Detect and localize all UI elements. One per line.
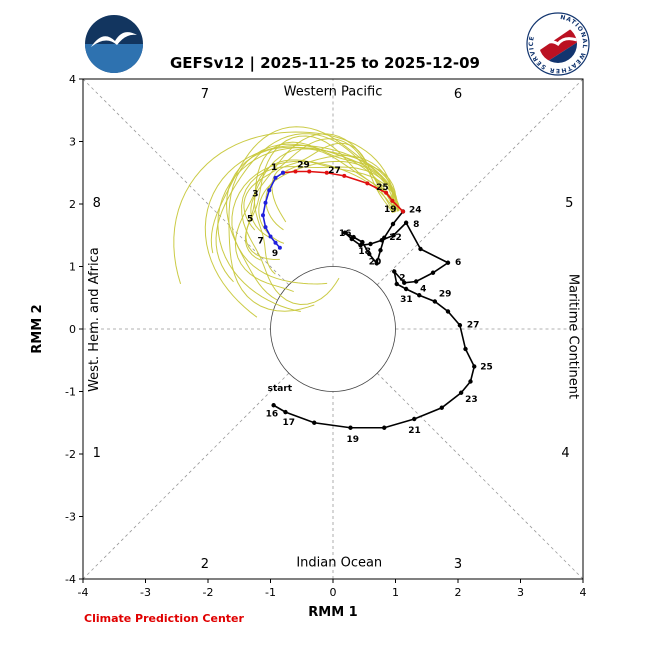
svg-text:6: 6 [454, 87, 462, 102]
svg-text:RMM 2: RMM 2 [30, 304, 45, 353]
svg-text:16: 16 [266, 409, 279, 419]
svg-text:-3: -3 [140, 586, 151, 599]
svg-text:1: 1 [271, 163, 277, 173]
noaa-logo [85, 15, 143, 73]
svg-text:West. Hem. and Africa: West. Hem. and Africa [87, 247, 102, 392]
svg-text:29: 29 [439, 290, 452, 300]
svg-text:7: 7 [258, 237, 264, 247]
svg-text:2: 2 [399, 274, 405, 284]
svg-text:25: 25 [376, 183, 389, 193]
svg-text:17: 17 [283, 418, 296, 428]
svg-text:27: 27 [467, 320, 480, 330]
svg-text:7: 7 [201, 87, 209, 102]
svg-text:3: 3 [252, 189, 258, 199]
svg-text:31: 31 [400, 295, 413, 305]
svg-text:24: 24 [409, 206, 422, 216]
svg-text:2: 2 [69, 198, 76, 211]
svg-text:-2: -2 [65, 448, 76, 461]
svg-text:start: start [268, 384, 293, 394]
svg-text:1: 1 [69, 261, 76, 274]
svg-text:8: 8 [413, 220, 419, 230]
svg-text:-4: -4 [65, 573, 76, 586]
svg-text:21: 21 [408, 426, 421, 436]
svg-text:18: 18 [358, 247, 371, 257]
svg-text:0: 0 [330, 586, 337, 599]
svg-text:Maritime Continent: Maritime Continent [565, 274, 580, 399]
nws-logo: NATIONAL WEATHER SERVICE [526, 12, 590, 76]
svg-text:2: 2 [455, 586, 462, 599]
svg-text:-2: -2 [203, 586, 214, 599]
svg-text:-1: -1 [265, 586, 276, 599]
svg-text:4: 4 [69, 73, 76, 86]
svg-text:29: 29 [297, 161, 310, 171]
svg-text:16: 16 [339, 229, 352, 239]
svg-text:19: 19 [384, 205, 397, 215]
svg-text:RMM 1: RMM 1 [308, 605, 357, 620]
svg-text:3: 3 [517, 586, 524, 599]
svg-text:22: 22 [389, 233, 402, 243]
svg-text:8: 8 [93, 196, 101, 211]
svg-text:-3: -3 [65, 511, 76, 524]
svg-text:3: 3 [69, 136, 76, 149]
svg-text:Indian Ocean: Indian Ocean [296, 556, 382, 571]
svg-text:9: 9 [272, 249, 278, 259]
noaa-logo-sea [85, 44, 143, 73]
credit-text: Climate Prediction Center [84, 612, 244, 625]
svg-text:-4: -4 [78, 586, 89, 599]
svg-text:Western Pacific: Western Pacific [284, 84, 383, 99]
nws-gull-icon [539, 37, 577, 50]
svg-text:4: 4 [561, 446, 569, 461]
svg-text:20: 20 [369, 257, 382, 267]
svg-text:6: 6 [455, 258, 461, 268]
svg-text:5: 5 [565, 196, 573, 211]
svg-text:3: 3 [454, 557, 462, 572]
svg-text:19: 19 [347, 435, 360, 445]
svg-text:1: 1 [392, 586, 399, 599]
svg-text:27: 27 [328, 166, 341, 176]
svg-text:4: 4 [580, 586, 587, 599]
svg-text:-1: -1 [65, 386, 76, 399]
svg-text:23: 23 [465, 395, 478, 405]
svg-text:4: 4 [420, 285, 426, 295]
svg-text:2: 2 [201, 557, 209, 572]
page-title: GEFSv12 | 2025-11-25 to 2025-12-09 [170, 54, 480, 72]
svg-text:0: 0 [69, 323, 76, 336]
svg-text:1: 1 [93, 446, 101, 461]
svg-text:25: 25 [480, 363, 493, 373]
svg-text:5: 5 [247, 214, 253, 224]
gull-icon [91, 32, 137, 47]
